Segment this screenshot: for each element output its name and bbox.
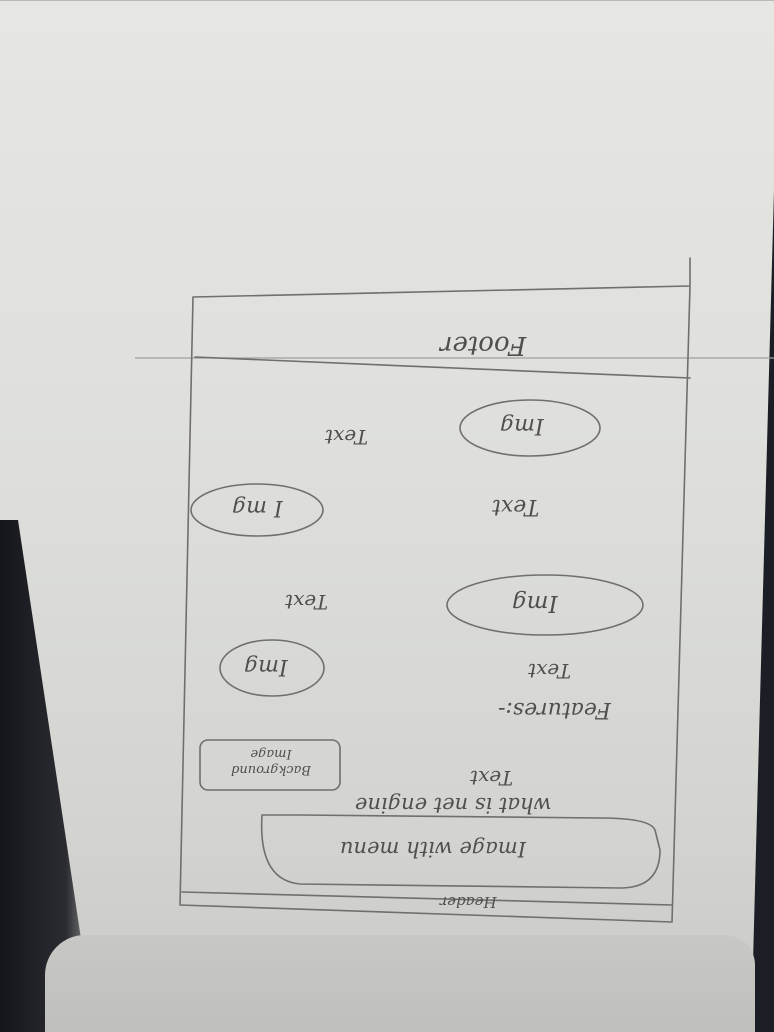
feature-image-label: Img xyxy=(500,413,544,438)
hero-image-label: Image with menu xyxy=(340,837,526,861)
wireframe-frame xyxy=(179,257,691,923)
hero-question: what is net engine xyxy=(355,793,552,817)
feature-text: Text xyxy=(325,425,368,449)
header-label: Header xyxy=(440,893,497,911)
header-divider xyxy=(181,891,673,906)
feature-image-oval xyxy=(219,639,325,697)
feature-image-oval xyxy=(446,574,644,636)
feature-text: Text xyxy=(528,659,571,683)
hero-image-box xyxy=(260,814,661,889)
background-image-label: Background Image xyxy=(231,746,311,777)
feature-image-oval xyxy=(190,483,324,537)
feature-image-label: Img xyxy=(512,590,558,616)
features-label: Features:- xyxy=(498,697,611,722)
background-image-box xyxy=(199,739,341,791)
feature-image-label: I mg xyxy=(232,495,283,520)
footer-label: Footer xyxy=(440,330,527,360)
feature-image-oval xyxy=(459,399,601,457)
hero-text: Text xyxy=(470,766,513,790)
footer-divider xyxy=(194,356,691,379)
feature-text: Text xyxy=(285,590,328,614)
feature-image-label: Img xyxy=(244,654,288,679)
next-page-curl xyxy=(45,935,755,1032)
feature-text: Text xyxy=(492,494,540,519)
